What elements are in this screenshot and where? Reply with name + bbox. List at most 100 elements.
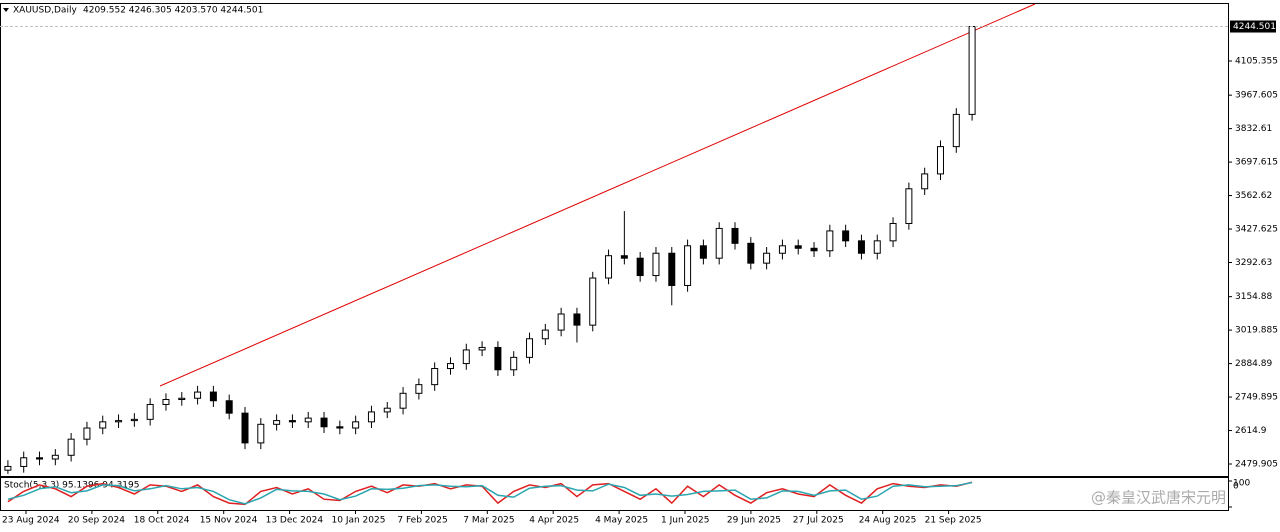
stoch-line (7, 481, 973, 505)
candle-body (478, 346, 486, 351)
y-tick-label: 2884.89 (1235, 359, 1272, 369)
candle-body (399, 392, 407, 409)
y-tick-label: 3427.625 (1235, 225, 1278, 235)
candle-body (731, 227, 739, 244)
y-tick-label: 3697.615 (1235, 158, 1278, 168)
stoch-title: Stoch(5,3,3) 95.1396 94.3195 (4, 481, 139, 491)
candle-body (194, 391, 202, 399)
candle-body (699, 245, 707, 259)
x-tick-label: 20 Sep 2024 (68, 516, 125, 526)
candle-body (383, 407, 391, 413)
candle-body (810, 247, 818, 252)
candle-body (241, 412, 249, 444)
candle-body (257, 423, 265, 444)
candle-body (146, 403, 154, 420)
x-tick-label: 7 Feb 2025 (397, 516, 447, 526)
candle-body (115, 420, 123, 423)
x-tick-label: 13 Dec 2024 (266, 516, 324, 526)
candle-body (494, 346, 502, 371)
candle-body (541, 329, 549, 340)
y-tick-label: 3292.63 (1235, 258, 1272, 268)
candle-body (905, 188, 913, 224)
x-tick-label: 4 Apr 2025 (529, 516, 579, 526)
x-tick-label: 15 Nov 2024 (200, 516, 258, 526)
candle-body (225, 400, 233, 414)
candle-body (652, 252, 660, 277)
x-tick-label: 24 Aug 2025 (859, 516, 917, 526)
candle-body (304, 417, 312, 423)
y-tick-label: 2479.905 (1235, 459, 1278, 469)
candle-body (857, 240, 865, 254)
candle-body (510, 356, 518, 371)
main-panel (0, 3, 1229, 477)
candle-body (826, 230, 834, 252)
y-tick-label: 3019.885 (1235, 326, 1278, 336)
candle-body (446, 363, 454, 370)
menu-arrow (3, 8, 9, 12)
candle-body (715, 227, 723, 259)
x-tick-label: 21 Sep 2025 (925, 516, 982, 526)
stoch-tick-label: 0 (1233, 482, 1239, 492)
candle-body (747, 242, 755, 264)
candle-body (684, 245, 692, 286)
x-tick-label: 23 Aug 2024 (2, 516, 60, 526)
stoch-line (7, 481, 973, 506)
candle-body (288, 420, 296, 423)
last-price-label: 4244.501 (1233, 22, 1276, 32)
candle-body (936, 146, 944, 175)
y-tick-label: 3562.62 (1235, 191, 1272, 201)
x-tick-label: 29 Jun 2025 (727, 516, 781, 526)
candle-body (620, 255, 628, 259)
candle-body (589, 277, 597, 326)
y-tick-label: 3967.605 (1235, 91, 1278, 101)
candle-body (36, 457, 44, 460)
x-tick-label: 7 Mar 2025 (463, 516, 514, 526)
candle-body (99, 421, 107, 429)
x-tick-label: 18 Oct 2024 (134, 516, 190, 526)
candle-body (921, 173, 929, 190)
candle-body (431, 368, 439, 386)
candle-body (83, 427, 91, 440)
candle-body (842, 230, 850, 242)
y-tick-label: 3154.88 (1235, 292, 1272, 302)
candle-body (952, 113, 960, 148)
candle-body (320, 417, 328, 428)
candle-body (162, 399, 170, 405)
y-tick-label: 3832.61 (1235, 124, 1272, 134)
candle-body (968, 26, 976, 115)
x-tick-label: 27 Jul 2025 (793, 516, 844, 526)
candle-body (130, 418, 138, 422)
candle-body (209, 391, 217, 402)
candle-body (336, 426, 344, 429)
candle-body (573, 313, 581, 326)
candle-body (273, 420, 281, 425)
candle-body (778, 245, 786, 254)
candle-body (794, 245, 802, 249)
x-tick-label: 1 Jun 2025 (661, 516, 709, 526)
candle-body (636, 257, 644, 277)
x-tick-label: 4 May 2025 (595, 516, 648, 526)
candle-body (557, 313, 565, 331)
candle-body (352, 421, 360, 429)
y-tick-label: 2614.9 (1235, 426, 1267, 436)
candle-body (415, 384, 423, 394)
last-price-box (1230, 20, 1276, 33)
y-tick-label: 2749.895 (1235, 393, 1278, 403)
y-tick-label: 4105.355 (1235, 57, 1278, 67)
candle-body (873, 240, 881, 254)
stoch-panel (0, 477, 1229, 511)
trend-line (159, 3, 1036, 387)
candle-body (367, 411, 375, 423)
candle-body (462, 349, 470, 365)
candle-body (668, 252, 676, 286)
candle-body (178, 397, 186, 401)
candle-body (763, 252, 771, 264)
candle-body (51, 454, 59, 460)
x-tick-label: 10 Jan 2025 (332, 516, 386, 526)
stoch-tick-label: 100 (1233, 479, 1250, 489)
symbol: XAUUSD,Daily (13, 6, 77, 16)
candle-body (4, 465, 12, 471)
candle-body (20, 457, 28, 467)
watermark: @秦皇汉武唐宋元明 (1091, 489, 1226, 507)
